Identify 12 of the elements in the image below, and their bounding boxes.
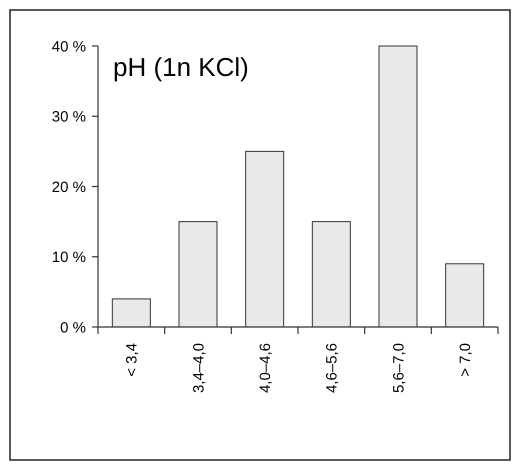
chart-title: pH (1n KCl) <box>113 52 249 82</box>
x-tick-label: 5,6–7,0 <box>390 343 408 394</box>
y-tick-label: 20 % <box>52 178 86 196</box>
y-tick-label: 30 % <box>52 108 86 126</box>
x-tick-label: 3,4–4,0 <box>190 343 208 394</box>
x-tick-label: < 3,4 <box>124 343 141 377</box>
x-tick-label: > 7,0 <box>456 343 474 377</box>
x-tick-label: 4,6–5,6 <box>324 343 341 394</box>
x-tick-label: 4,0–4,6 <box>256 343 274 394</box>
y-tick-label: 40 % <box>52 38 86 56</box>
y-tick-label: 10 % <box>52 249 86 266</box>
y-tick-label: 0 % <box>60 319 86 336</box>
